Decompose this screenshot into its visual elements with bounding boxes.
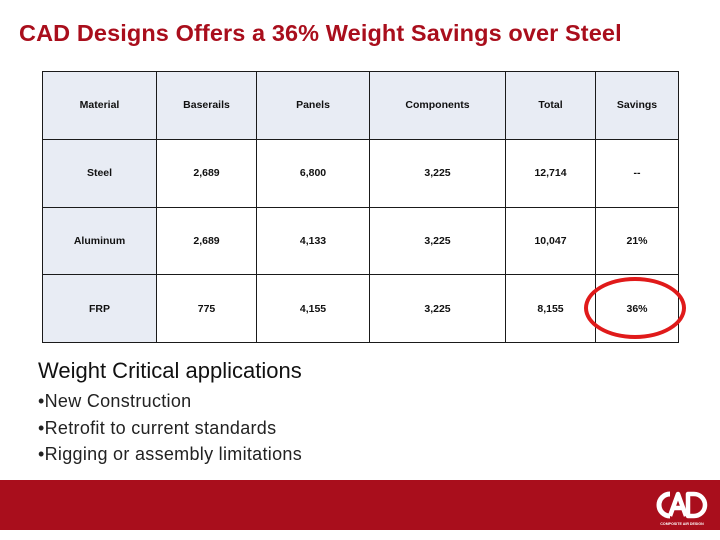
bullet-list: New Construction Retrofit to current sta… xyxy=(38,388,302,468)
cell-material: FRP xyxy=(42,274,157,343)
cell-total: 12,714 xyxy=(505,138,596,208)
cell-panels: 6,800 xyxy=(256,138,370,208)
cell-savings: 21% xyxy=(595,206,679,276)
cell-savings: -- xyxy=(595,138,679,208)
cell-baserails: 2,689 xyxy=(156,206,257,276)
section-heading: Weight Critical applications xyxy=(38,358,302,383)
cell-panels: 4,155 xyxy=(256,274,370,343)
table-header-row: Material Baserails Panels Components Tot… xyxy=(42,71,679,140)
table-row-frp: FRP 775 4,155 3,225 8,155 36% xyxy=(42,274,679,343)
cell-total: 10,047 xyxy=(505,206,596,276)
cell-panels: 4,133 xyxy=(256,206,370,276)
bullet-item: Retrofit to current standards xyxy=(38,415,302,442)
table-row-steel: Steel 2,689 6,800 3,225 12,714 -- xyxy=(42,138,679,208)
cell-components: 3,225 xyxy=(369,138,506,208)
header-savings: Savings xyxy=(595,71,679,140)
bullet-item: New Construction xyxy=(38,388,302,415)
cell-material: Aluminum xyxy=(42,206,157,276)
savings-highlight-ring xyxy=(584,277,686,339)
cell-baserails: 775 xyxy=(156,274,257,343)
cell-material: Steel xyxy=(42,138,157,208)
weight-comparison-table: Material Baserails Panels Components Tot… xyxy=(42,71,679,343)
cell-components: 3,225 xyxy=(369,206,506,276)
header-total: Total xyxy=(505,71,596,140)
cell-total: 8,155 xyxy=(505,274,596,343)
cell-components: 3,225 xyxy=(369,274,506,343)
logo-text: COMPOSITE AIR DESIGN xyxy=(660,522,704,526)
table-row-aluminum: Aluminum 2,689 4,133 3,225 10,047 21% xyxy=(42,206,679,276)
bullet-item: Rigging or assembly limitations xyxy=(38,441,302,468)
cad-logo-icon: COMPOSITE AIR DESIGN xyxy=(656,491,708,526)
footer-bar xyxy=(0,480,720,530)
header-material: Material xyxy=(42,71,157,140)
slide-title: CAD Designs Offers a 36% Weight Savings … xyxy=(19,20,622,46)
header-components: Components xyxy=(369,71,506,140)
header-baserails: Baserails xyxy=(156,71,257,140)
cell-baserails: 2,689 xyxy=(156,138,257,208)
header-panels: Panels xyxy=(256,71,370,140)
